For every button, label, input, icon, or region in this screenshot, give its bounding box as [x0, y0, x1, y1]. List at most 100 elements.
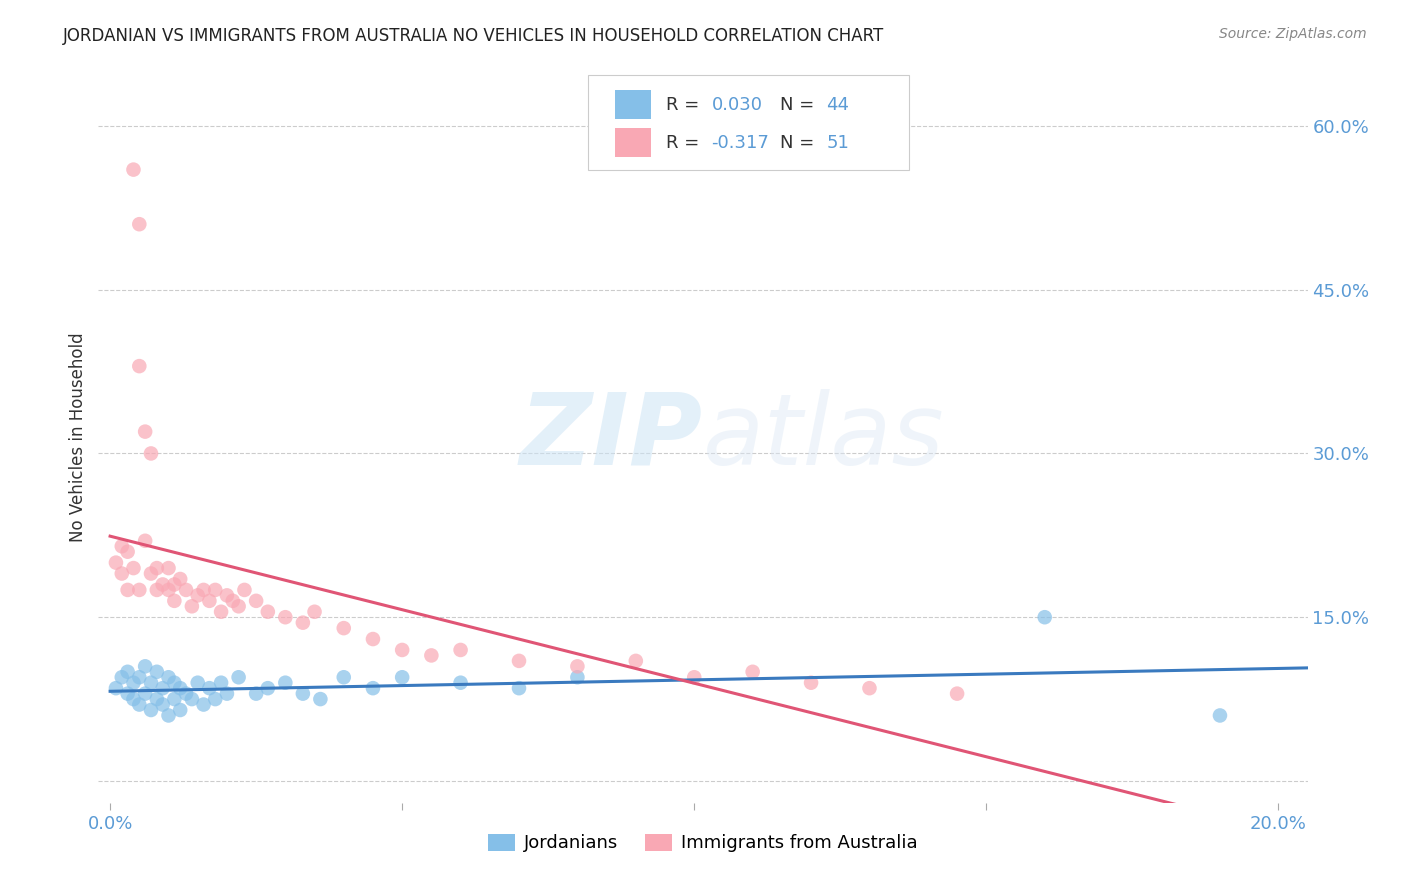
- Point: [111, 566, 134, 581]
- Text: 44: 44: [827, 95, 849, 114]
- Point: [157, 670, 180, 684]
- Point: [104, 556, 127, 570]
- Point: [508, 681, 530, 695]
- Point: [228, 670, 250, 684]
- Point: [146, 582, 169, 597]
- Point: [187, 588, 209, 602]
- Point: [180, 692, 202, 706]
- Point: [858, 681, 880, 695]
- Point: [361, 632, 384, 646]
- Point: [169, 681, 191, 695]
- FancyBboxPatch shape: [614, 128, 651, 157]
- Point: [128, 359, 150, 373]
- Point: [146, 665, 169, 679]
- Point: [146, 561, 169, 575]
- Point: [332, 621, 354, 635]
- Point: [122, 162, 145, 177]
- Point: [163, 594, 186, 608]
- Point: [683, 670, 706, 684]
- Point: [139, 675, 162, 690]
- Point: [228, 599, 250, 614]
- Point: [146, 692, 169, 706]
- Point: [193, 698, 215, 712]
- Point: [134, 533, 156, 548]
- Point: [122, 675, 145, 690]
- Text: R =: R =: [665, 134, 704, 152]
- Point: [169, 703, 191, 717]
- Point: [111, 670, 134, 684]
- Point: [274, 610, 297, 624]
- Point: [139, 566, 162, 581]
- Point: [128, 217, 150, 231]
- Point: [291, 687, 314, 701]
- Point: [152, 681, 174, 695]
- Point: [198, 594, 221, 608]
- FancyBboxPatch shape: [614, 90, 651, 120]
- Point: [163, 692, 186, 706]
- Point: [309, 692, 332, 706]
- Point: [157, 582, 180, 597]
- Point: [117, 545, 139, 559]
- Text: atlas: atlas: [703, 389, 945, 485]
- Point: [256, 605, 278, 619]
- Point: [800, 675, 823, 690]
- Point: [204, 582, 226, 597]
- Point: [152, 698, 174, 712]
- Point: [111, 539, 134, 553]
- Point: [222, 594, 245, 608]
- Point: [128, 582, 150, 597]
- Point: [139, 446, 162, 460]
- FancyBboxPatch shape: [588, 75, 908, 170]
- Point: [157, 561, 180, 575]
- Point: [567, 670, 589, 684]
- Point: [134, 687, 156, 701]
- Point: [187, 675, 209, 690]
- Point: [1209, 708, 1232, 723]
- Point: [139, 703, 162, 717]
- Point: [245, 687, 267, 701]
- Point: [193, 582, 215, 597]
- Point: [567, 659, 589, 673]
- Text: N =: N =: [780, 134, 820, 152]
- Point: [209, 605, 232, 619]
- Point: [157, 708, 180, 723]
- Text: 0.030: 0.030: [711, 95, 762, 114]
- Point: [741, 665, 763, 679]
- Point: [117, 665, 139, 679]
- Point: [215, 588, 238, 602]
- Point: [134, 425, 156, 439]
- Point: [1033, 610, 1056, 624]
- Point: [169, 572, 191, 586]
- Point: [291, 615, 314, 630]
- Point: [332, 670, 354, 684]
- Text: R =: R =: [665, 95, 704, 114]
- Text: ZIP: ZIP: [520, 389, 703, 485]
- Point: [117, 582, 139, 597]
- Point: [122, 561, 145, 575]
- Point: [233, 582, 256, 597]
- Point: [420, 648, 443, 663]
- Point: [450, 675, 472, 690]
- Point: [198, 681, 221, 695]
- Point: [274, 675, 297, 690]
- Point: [204, 692, 226, 706]
- Point: [117, 687, 139, 701]
- Y-axis label: No Vehicles in Household: No Vehicles in Household: [69, 332, 87, 542]
- Point: [180, 599, 202, 614]
- Point: [128, 698, 150, 712]
- Point: [624, 654, 647, 668]
- Point: [152, 577, 174, 591]
- Text: -0.317: -0.317: [711, 134, 769, 152]
- Point: [215, 687, 238, 701]
- Point: [245, 594, 267, 608]
- Point: [163, 675, 186, 690]
- Point: [134, 659, 156, 673]
- Point: [174, 582, 197, 597]
- Point: [361, 681, 384, 695]
- Point: [508, 654, 530, 668]
- Legend: Jordanians, Immigrants from Australia: Jordanians, Immigrants from Australia: [481, 826, 925, 860]
- Text: 51: 51: [827, 134, 849, 152]
- Point: [391, 670, 413, 684]
- Point: [174, 687, 197, 701]
- Point: [128, 670, 150, 684]
